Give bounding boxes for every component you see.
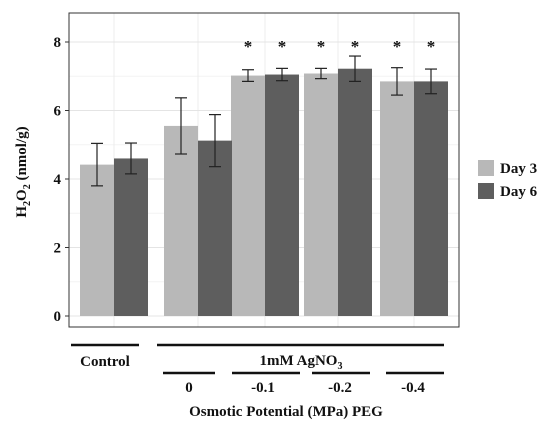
bar: [380, 81, 414, 316]
legend-label: Day 6: [500, 184, 538, 200]
y-axis: 0 2 4 6 8: [54, 35, 69, 325]
bar: [231, 75, 265, 316]
bar: [265, 74, 299, 316]
peg-tick-label: -0.2: [328, 380, 352, 396]
peg-tick-label: -0.4: [401, 380, 425, 396]
significance-star: *: [427, 37, 436, 56]
y-tick-label: 6: [54, 104, 62, 120]
significance-star: *: [278, 37, 287, 56]
significance-star: *: [351, 37, 360, 56]
legend-label: Day 3: [500, 161, 537, 177]
peg-tick-label: -0.1: [251, 380, 275, 396]
error-bars: [91, 55, 437, 187]
group-annotations: Control 1mM AgNO3 0 -0.1 -0.2 -0.4 Osmotic …: [71, 343, 444, 420]
bar: [198, 140, 232, 316]
control-label: Control: [80, 354, 130, 370]
peg-tick-label: 0: [185, 380, 193, 396]
bars: [80, 68, 448, 316]
significance-markers: * * * * * *: [244, 37, 436, 56]
bar: [80, 164, 114, 316]
bar: [164, 125, 198, 316]
agno3-label: 1mM AgNO3: [260, 353, 343, 372]
peg-tick-labels: 0 -0.1 -0.2 -0.4: [185, 380, 425, 396]
significance-star: *: [244, 37, 253, 56]
bar: [304, 73, 338, 316]
y-tick-label: 0: [54, 309, 62, 325]
plot-frame: [68, 12, 460, 328]
bar: [414, 81, 448, 316]
y-axis-title: H2O2 (nmol/g): [14, 126, 33, 217]
y-tick-label: 8: [54, 35, 62, 51]
legend-swatch: [478, 160, 494, 176]
bar: [114, 158, 148, 316]
y-tick-label: 4: [54, 172, 62, 188]
significance-star: *: [393, 37, 402, 56]
y-tick-label: 2: [54, 241, 62, 257]
bar: [338, 68, 372, 316]
x-axis-title: Osmotic Potential (MPa) PEG: [189, 404, 383, 420]
significance-star: *: [317, 37, 326, 56]
legend: Day 3 Day 6: [478, 160, 538, 200]
legend-swatch: [478, 183, 494, 199]
